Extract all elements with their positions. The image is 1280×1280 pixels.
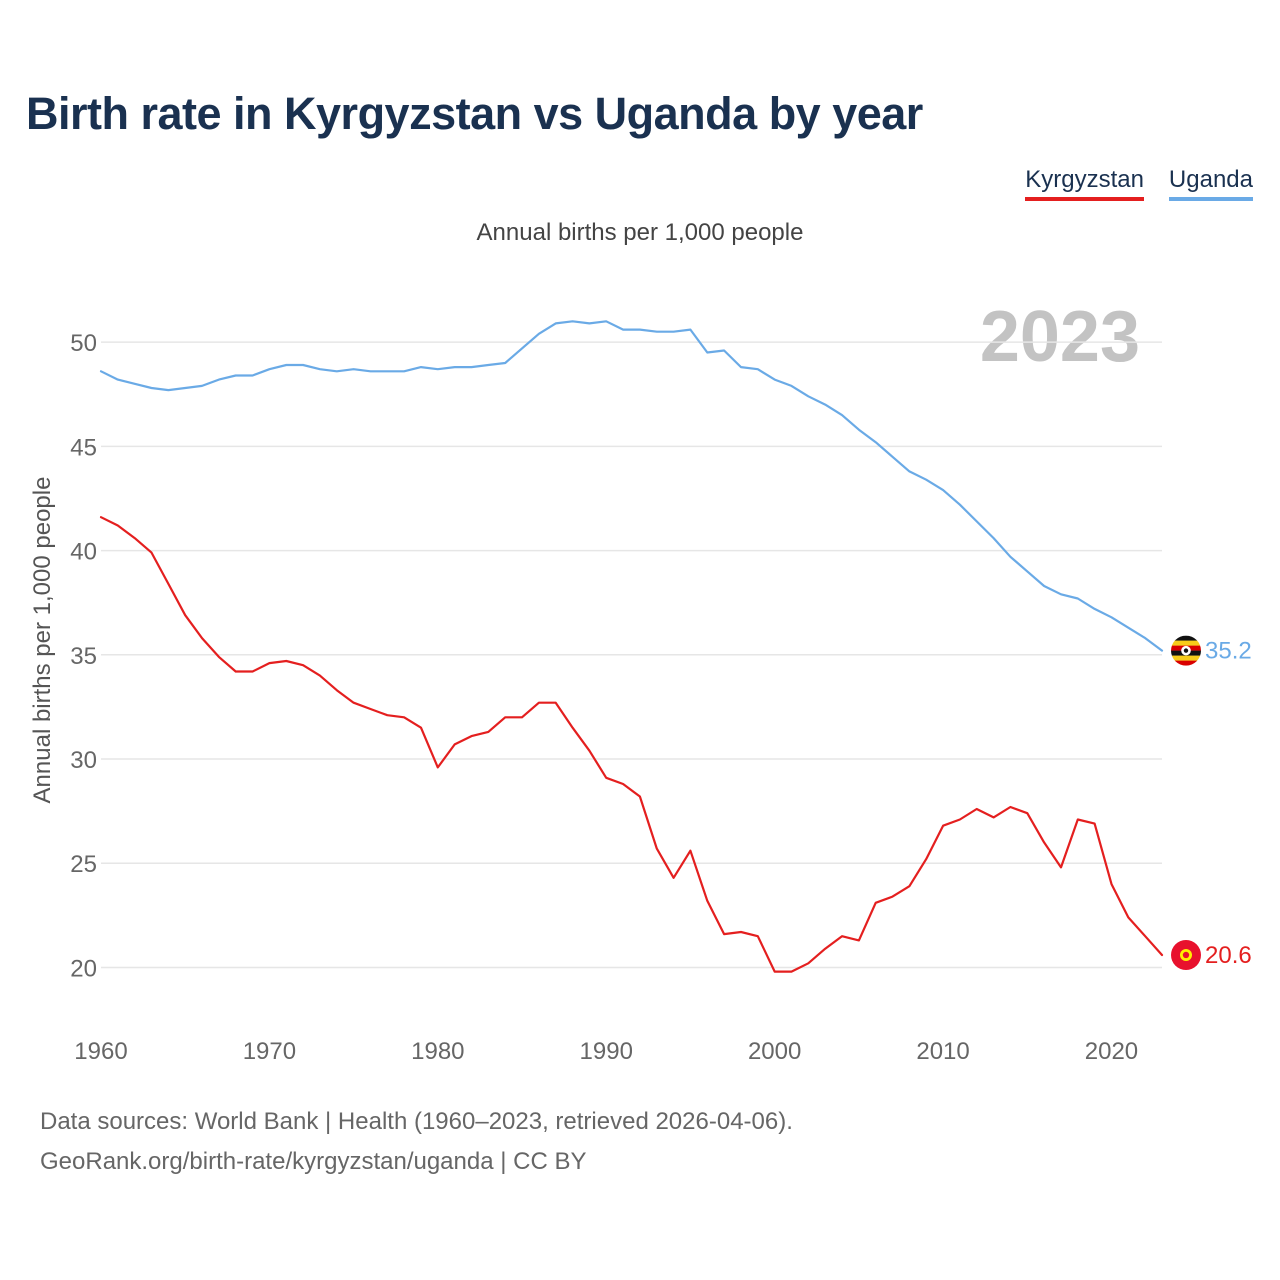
y-tick-label: 20 [70, 955, 97, 982]
line-chart: Annual births per 1,000 people 2023 Annu… [29, 219, 1252, 1065]
legend-item-uganda[interactable]: Uganda [1168, 166, 1253, 201]
x-tick-label: 1980 [411, 1038, 464, 1065]
y-tick-label: 35 [70, 643, 97, 670]
end-value-label-uganda: 35.2 [1205, 638, 1252, 665]
kyrgyzstan-flag-icon [1171, 939, 1201, 970]
x-tick-label: 1970 [243, 1038, 296, 1065]
x-tick-label: 2020 [1085, 1038, 1138, 1065]
y-tick-label: 30 [70, 747, 97, 774]
y-tick-label: 50 [70, 330, 97, 357]
y-axis-label: Annual births per 1,000 people [29, 477, 56, 804]
y-tick-label: 25 [70, 851, 97, 878]
y-tick-label: 45 [70, 434, 97, 461]
chart-title: Birth rate in Kyrgyzstan vs Uganda by ye… [26, 88, 923, 139]
grid-lines [101, 341, 1162, 969]
end-value-label-kyrgyzstan: 20.6 [1205, 942, 1252, 969]
x-tick-label: 2010 [916, 1038, 969, 1065]
x-tick-label: 1990 [580, 1038, 633, 1065]
series-line-kyrgyzstan[interactable] [99, 516, 1164, 973]
end-markers: 20.6 35.2 [1171, 635, 1252, 970]
y-axis: 20 25 30 35 40 45 50 [70, 330, 97, 982]
series-line-uganda[interactable] [99, 320, 1164, 652]
y-tick-label: 40 [70, 539, 97, 566]
series [99, 320, 1164, 973]
x-axis: 1960 1970 1980 1990 2000 2010 2020 [74, 1038, 1138, 1065]
data-source-note: Data sources: World Bank | Health (1960–… [40, 1108, 793, 1135]
chart-subtitle: Annual births per 1,000 people [477, 219, 804, 246]
year-overlay: 2023 [980, 297, 1140, 377]
x-tick-label: 1960 [74, 1038, 127, 1065]
x-tick-label: 2000 [748, 1038, 801, 1065]
uganda-flag-icon [1171, 635, 1201, 666]
legend-item-kyrgyzstan[interactable]: Kyrgyzstan [1025, 166, 1144, 201]
credit-link[interactable]: GeoRank.org/birth-rate/kyrgyzstan/uganda… [40, 1148, 587, 1175]
